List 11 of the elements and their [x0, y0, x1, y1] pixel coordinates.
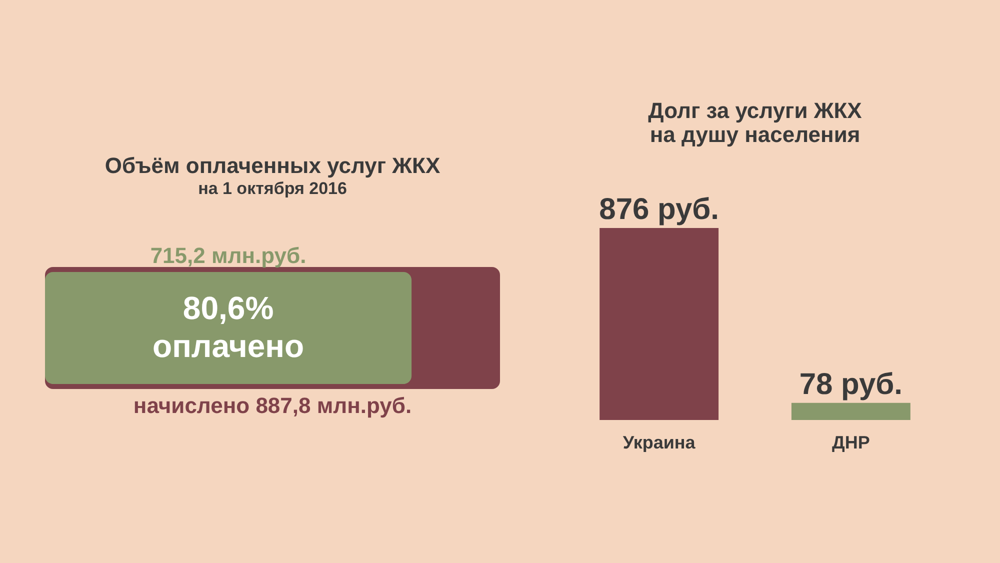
text: на 1 октября 2016 — [198, 179, 347, 198]
x-tick-label: ДНР — [832, 432, 870, 452]
annotation: оплачено — [152, 328, 304, 364]
chart-title: Долг за услуги ЖКХ на душу населения — [648, 98, 862, 147]
annotation: 80,6% — [182, 290, 274, 326]
data-label: начислено 887,8 млн.руб. — [133, 393, 412, 418]
data-label: 78 руб. — [799, 368, 903, 401]
data-label: 876 руб. — [599, 193, 720, 226]
x-tick-label: Украина — [622, 432, 696, 452]
chart-title: Объём оплаченных услуг ЖКХ — [104, 153, 440, 178]
data-label: 715,2 млн.руб. — [150, 243, 306, 268]
